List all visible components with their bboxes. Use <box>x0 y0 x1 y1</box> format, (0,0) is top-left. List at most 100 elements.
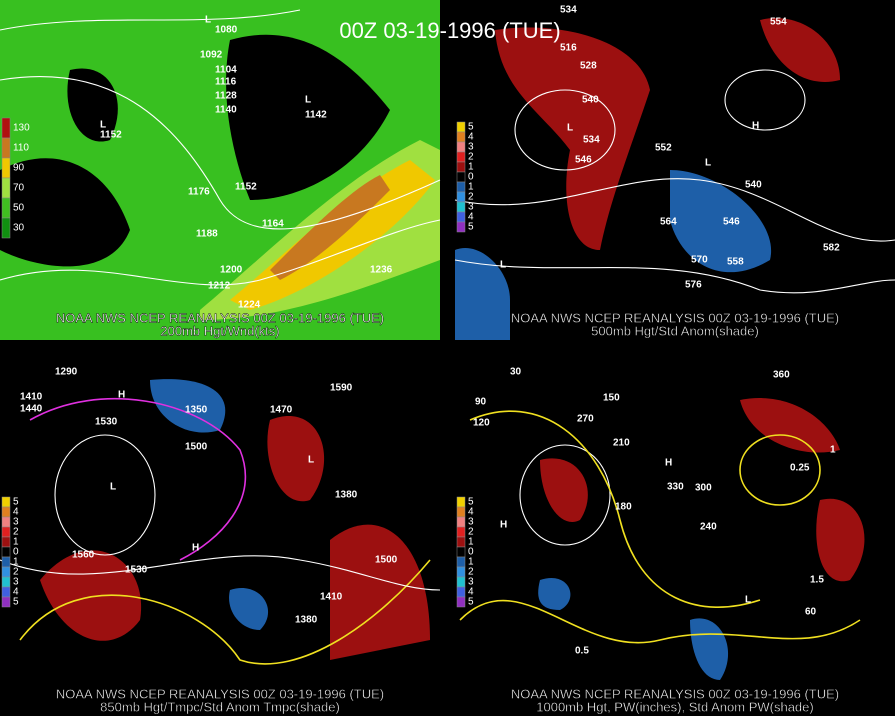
legend-label: 2 <box>468 152 474 163</box>
contour-label: 1 <box>830 445 836 456</box>
legend-label: 4 <box>468 132 474 143</box>
legend-swatch <box>1 526 11 538</box>
contour-label: 534 <box>560 5 577 16</box>
legend-label: 2 <box>13 567 19 578</box>
contour-label: 1380 <box>335 490 358 501</box>
legend-swatch <box>1 177 11 199</box>
legend-swatch <box>1 566 11 578</box>
positive-anomaly <box>495 27 650 250</box>
contour-label: 1470 <box>270 405 293 416</box>
contour-label: 540 <box>582 95 599 106</box>
legend-swatch <box>456 181 466 193</box>
legend-swatch <box>1 576 11 588</box>
legend-label: 5 <box>13 497 19 508</box>
legend-label: 2 <box>468 192 474 203</box>
panel-500mb <box>454 18 895 340</box>
panel-subtitle: 500mb Hgt/Std Anom(shade) <box>591 323 759 338</box>
contour-label: 1224 <box>238 300 261 311</box>
panel-200mb <box>0 0 441 340</box>
contour-label: 1410 <box>320 592 343 603</box>
positive-anomaly <box>816 498 865 582</box>
legend-label: 0 <box>468 547 474 558</box>
legend-label: 3 <box>13 577 19 588</box>
contour-label: 270 <box>577 414 594 425</box>
panel-subtitle: 200mb Hgt/Wnd(kts) <box>160 323 279 338</box>
legend-label: 2 <box>468 567 474 578</box>
contour-label: 1410 <box>20 392 43 403</box>
legend-swatch <box>456 496 466 508</box>
panel-subtitle: 1000mb Hgt, PW(inches), Std Anom PW(shad… <box>536 699 813 714</box>
legend-swatch <box>1 197 11 219</box>
legend-swatch <box>1 496 11 508</box>
legend-label: 30 <box>13 223 25 234</box>
contour-label: H <box>665 458 672 469</box>
contour-label: 582 <box>823 243 840 254</box>
contour <box>54 434 156 556</box>
legend-swatch <box>1 117 11 139</box>
negative-anomaly <box>150 379 226 433</box>
legend-label: 0 <box>468 172 474 183</box>
contour-label: 210 <box>613 438 630 449</box>
contour-label: 1188 <box>196 229 218 240</box>
contour-label: 1142 <box>305 110 327 121</box>
panel-caption: NOAA NWS NCEP REANALYSIS 00Z 03-19-1996 … <box>511 686 839 701</box>
contour-label: 516 <box>560 43 577 54</box>
legend-label: 5 <box>468 222 474 233</box>
calm-area <box>0 158 130 267</box>
legend-label: 5 <box>468 597 474 608</box>
contour-label: L <box>500 260 506 271</box>
legend-swatch <box>1 596 11 608</box>
contour-label: 540 <box>745 180 762 191</box>
contour-label: 1104 <box>215 65 237 76</box>
contour <box>519 444 611 546</box>
contour-label: L <box>305 95 311 106</box>
legend-swatch <box>456 161 466 173</box>
legend-label: 4 <box>13 507 19 518</box>
contour-label: 552 <box>655 143 672 154</box>
positive-anomaly <box>330 524 430 660</box>
legend-swatch <box>456 576 466 588</box>
contour-label: L <box>308 455 314 466</box>
contour-label: 558 <box>727 257 744 268</box>
contour-label: 1.5 <box>810 575 824 586</box>
panel-caption: NOAA NWS NCEP REANALYSIS 00Z 03-19-1996 … <box>511 310 839 325</box>
contour <box>454 178 895 242</box>
contour-label: 1080 <box>215 25 238 36</box>
pw-contour <box>469 410 761 608</box>
legend-swatch <box>456 566 466 578</box>
contour-label: 1236 <box>370 265 393 276</box>
contour-label: 1380 <box>295 615 318 626</box>
contour-label: 1176 <box>188 187 210 198</box>
positive-anomaly <box>540 458 588 522</box>
contour <box>454 259 895 294</box>
contour-label: 1530 <box>125 565 148 576</box>
contour-label: 546 <box>575 155 592 166</box>
contour-label: 1530 <box>95 417 118 428</box>
contour-label: 1116 <box>215 77 237 88</box>
legend-label: 70 <box>13 183 25 194</box>
contour-label: 0.25 <box>790 463 810 474</box>
contour-label: 528 <box>580 61 597 72</box>
legend-label: 3 <box>468 202 474 213</box>
contour-label: 1140 <box>215 105 237 116</box>
legend-label: 130 <box>13 123 30 134</box>
legend-label: 50 <box>13 203 25 214</box>
legend-label: 1 <box>468 537 474 548</box>
legend-swatch <box>456 211 466 223</box>
contour-label: L <box>110 482 116 493</box>
legend-swatch <box>456 151 466 163</box>
contour-label: H <box>752 121 759 132</box>
contour-label: 60 <box>805 607 817 618</box>
contour-label: 546 <box>723 217 740 228</box>
legend-swatch <box>456 546 466 558</box>
contour-label: L <box>100 120 106 131</box>
legend-swatch <box>456 191 466 203</box>
contour-label: 1290 <box>55 367 78 378</box>
legend-swatch <box>456 586 466 598</box>
contour-label: 1500 <box>185 442 208 453</box>
legend-label: 90 <box>13 163 25 174</box>
contour-label: H <box>118 390 125 401</box>
contour-label: 1560 <box>72 550 95 561</box>
legend-swatch <box>1 217 11 239</box>
contour-label: 1128 <box>215 91 237 102</box>
